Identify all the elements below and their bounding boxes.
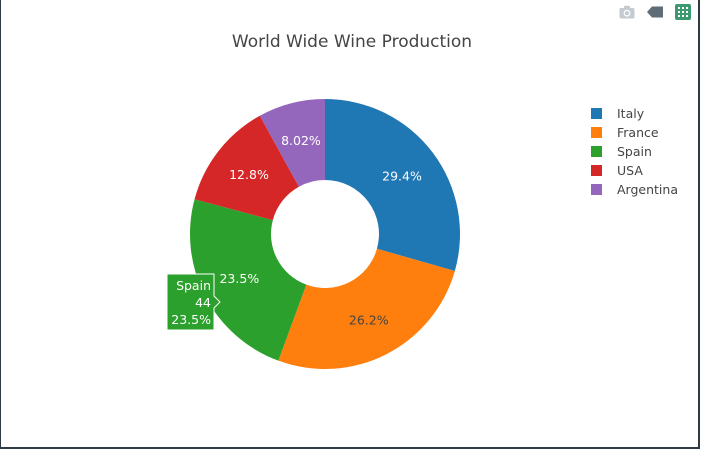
slice-label-usa: 12.8% [229,167,269,182]
legend-item-argentina[interactable]: Argentina [591,180,678,199]
slice-argentina[interactable] [259,99,325,187]
slice-label-spain: 23.5% [219,271,259,286]
camera-icon[interactable] [618,4,636,20]
legend-swatch [591,165,602,176]
slice-france[interactable] [278,248,455,370]
legend-label: Argentina [617,182,678,197]
modebar [618,4,692,20]
legend-swatch [591,146,602,157]
legend-item-italy[interactable]: Italy [591,104,678,123]
legend-swatch [591,184,602,195]
legend-swatch [591,127,602,138]
hover-tooltip [166,273,221,331]
legend-swatch [591,108,602,119]
slice-label-france: 26.2% [349,313,389,328]
legend: Italy France Spain USA Argentina [591,104,678,199]
tag-icon[interactable] [646,4,664,20]
slice-label-argentina: 8.02% [281,133,321,148]
slice-usa[interactable] [194,115,299,221]
chart-studio-icon[interactable] [674,4,692,20]
legend-label: France [617,125,659,140]
slice-label-italy: 29.4% [382,168,422,183]
hover-value: 44 [195,295,211,310]
legend-item-france[interactable]: France [591,123,678,142]
hover-percent: 23.5% [171,312,211,327]
legend-item-spain[interactable]: Spain [591,142,678,161]
legend-label: Italy [617,106,645,121]
legend-label: Spain [617,144,652,159]
chart-title: World Wide Wine Production [231,32,473,52]
legend-label: USA [617,163,643,178]
slice-spain[interactable] [189,199,307,361]
legend-item-usa[interactable]: USA [591,161,678,180]
slice-italy[interactable] [325,99,460,271]
hover-label: Spain [176,278,211,293]
